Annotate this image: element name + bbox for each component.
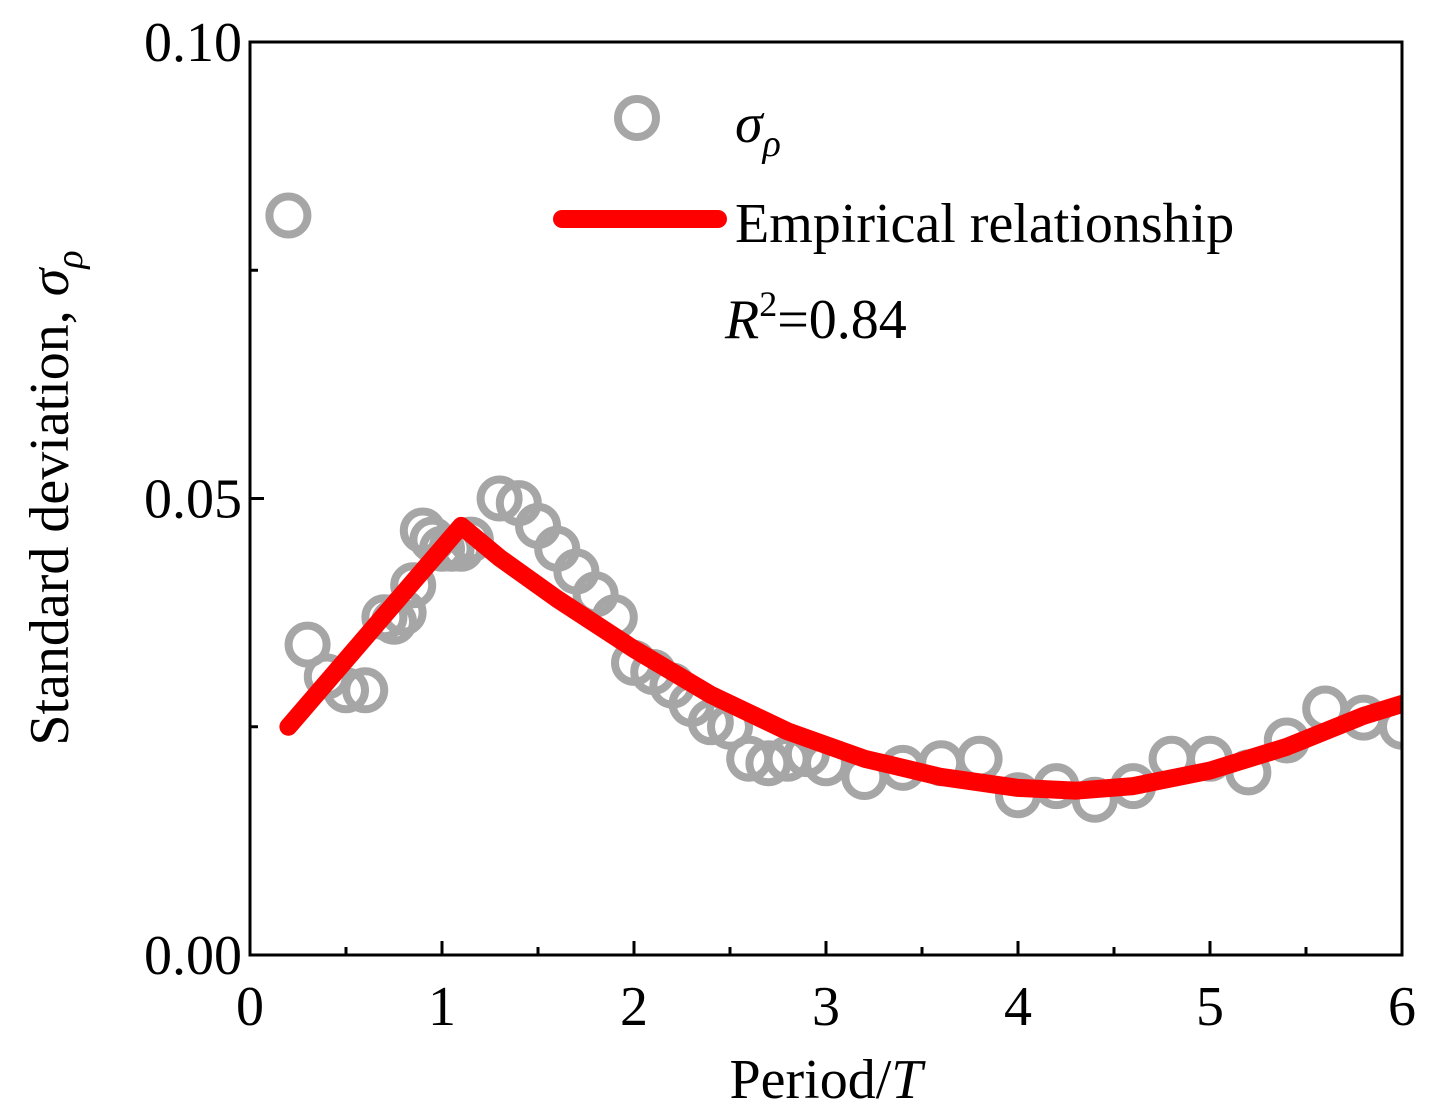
y-axis-label: Standard deviation, σρ (19, 250, 91, 745)
marks-layer (265, 192, 1402, 823)
x-tick-label: 4 (1004, 976, 1032, 1038)
x-tick-label: 0 (236, 976, 264, 1038)
scatter-point (390, 562, 437, 609)
legend-layer: σρ Empirical relationship (553, 93, 1234, 255)
y-tick-label: 0.05 (144, 469, 242, 531)
x-tick-label: 6 (1388, 976, 1416, 1038)
legend-fit-label: Empirical relationship (735, 193, 1234, 255)
empirical-fit-line (279, 516, 1402, 800)
scatter-point (476, 475, 523, 522)
plot-frame (248, 40, 1404, 957)
scatter-point (342, 667, 389, 714)
y-tick-label: 0.00 (144, 925, 242, 987)
y-axis-label-subscript: ρ (49, 250, 91, 269)
x-axis-label-main: Period/ (730, 1049, 892, 1111)
y-axis-label-main: Standard deviation, (19, 296, 81, 745)
x-tick-label: 1 (428, 976, 456, 1038)
scatter-point (1379, 703, 1402, 750)
axes-layer: 0 1 2 3 4 5 6 0.00 0.05 0.10 (144, 12, 1416, 1038)
x-tick-label: 3 (812, 976, 840, 1038)
legend-scatter-label: σρ (735, 93, 781, 165)
r-squared-superscript: 2 (759, 284, 777, 324)
x-axis-label-italic: T (891, 1049, 926, 1111)
y-axis-label-symbol: σ (19, 266, 81, 296)
x-axis-label: Period/T (730, 1049, 927, 1111)
y-tick-label: 0.10 (144, 12, 242, 74)
x-tick-label: 5 (1196, 976, 1224, 1038)
r-squared-symbol: R (724, 289, 759, 351)
legend-scatter-marker (614, 95, 660, 141)
r-squared-value: =0.84 (777, 289, 907, 351)
scatter-point (284, 621, 331, 668)
legend-scatter-subscript: ρ (762, 123, 781, 165)
scatter-point (265, 192, 312, 239)
r-squared-annotation: R2=0.84 (724, 284, 907, 351)
x-tick-label: 2 (620, 976, 648, 1038)
legend-scatter-symbol: σ (735, 93, 765, 155)
